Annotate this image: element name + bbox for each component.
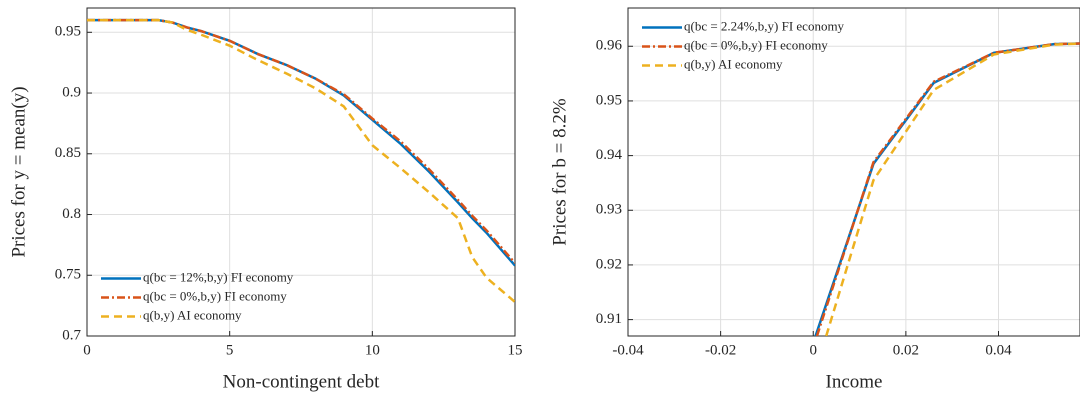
axes: 0.91 0.92 0.93 0.94 0.95 0.96 -0.04 -0.02 0 0.02 0… [549, 7, 1080, 392]
y-tick-label: 0.92 [596, 256, 622, 272]
y-tick-label: 0.91 [596, 311, 622, 327]
legend-label: q(bc = 12%,b,y) FI economy [143, 269, 294, 284]
x-tick-label: -0.02 [705, 342, 736, 358]
axes-box [86, 7, 516, 337]
x-tick-label: 0 [83, 342, 91, 358]
legend: q(bc = 12%,b,y) FI economy q(bc = 0%,b,y)… [101, 269, 294, 322]
line [87, 18, 515, 264]
lines [814, 42, 1080, 336]
x-tick-label: 15 [508, 342, 523, 358]
axes-box [627, 7, 1080, 337]
axes: 0.7 0.75 0.8 0.85 0.9 0.95 0 5 10 15 Non-contingen… [8, 7, 523, 392]
legend: q(bc = 2.24%,b,y) FI economy q(bc = 0%,b,… [642, 18, 845, 71]
y-tick-label: 0.7 [62, 327, 81, 343]
y-tick-label: 0.95 [596, 92, 622, 108]
legend-label: q(b,y) AI economy [143, 307, 242, 322]
line [815, 42, 1080, 336]
y-tick-label: 0.93 [596, 202, 622, 218]
line [87, 18, 515, 267]
legend-label: q(bc = 0%,b,y) FI economy [684, 37, 828, 52]
x-tick-label: 0.04 [985, 342, 1012, 358]
y-axis-label: Prices for b = 8.2% [549, 98, 570, 246]
y-axis-label: Prices for y = mean(y) [8, 86, 29, 257]
line [87, 18, 515, 303]
legend-label: q(bc = 2.24%,b,y) FI economy [684, 18, 845, 33]
x-tick-label: 5 [226, 342, 234, 358]
line [814, 42, 1080, 336]
legend-label: q(b,y) AI economy [684, 56, 783, 71]
x-axis-label: Income [826, 371, 883, 392]
x-axis-label: Non-contingent debt [223, 371, 380, 392]
x-tick-label: 0.02 [893, 342, 919, 358]
y-tick-label: 0.85 [55, 145, 81, 161]
y-tick-label: 0.75 [55, 267, 81, 283]
lines [87, 18, 515, 303]
y-tick-label: 0.96 [596, 38, 623, 54]
y-tick-label: 0.8 [62, 206, 81, 222]
y-tick-label: 0.94 [596, 147, 623, 163]
x-tick-label: 0 [809, 342, 817, 358]
legend-label: q(bc = 0%,b,y) FI economy [143, 288, 287, 303]
x-tick-label: -0.04 [612, 342, 644, 358]
y-tick-label: 0.95 [55, 24, 81, 40]
line [825, 42, 1080, 336]
x-tick-label: 10 [365, 342, 380, 358]
y-tick-label: 0.9 [62, 84, 81, 100]
